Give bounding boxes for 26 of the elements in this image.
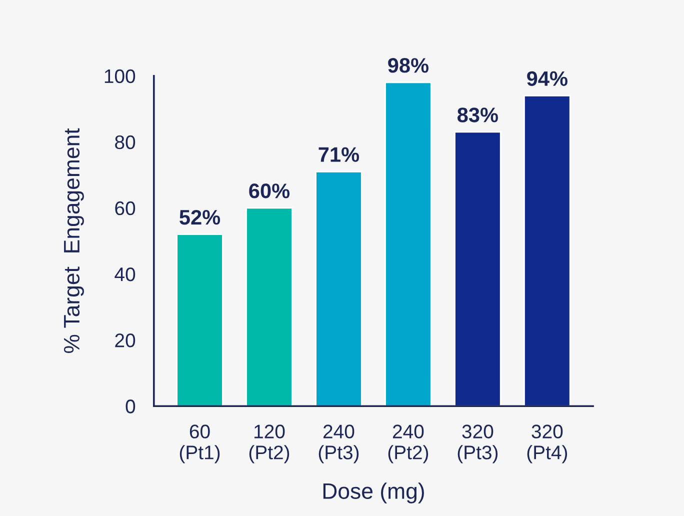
y-tick-label: 80 (115, 135, 136, 150)
bar (315, 170, 362, 406)
data-label: 60% (249, 184, 290, 198)
bar (246, 207, 293, 406)
data-label: 94% (527, 71, 568, 86)
data-label: 98% (388, 58, 429, 73)
y-tick-label: 0 (126, 400, 136, 414)
bar (454, 131, 502, 406)
x-tick-label: 240 (Pt3) (318, 424, 359, 464)
data-label: 52% (180, 210, 220, 225)
y-tick-label: 20 (115, 334, 136, 348)
x-tick-label: 60 (Pt1) (180, 424, 220, 464)
data-label: 83% (458, 108, 498, 122)
x-tick-label: 320 (Pt4) (527, 424, 568, 464)
x-tick-label: 320 (Pt3) (458, 424, 498, 464)
y-tick-label: 40 (114, 267, 136, 282)
bar (176, 234, 224, 406)
y-tick-label: 60 (115, 201, 136, 216)
data-label: 71% (318, 147, 360, 162)
bar (384, 82, 432, 406)
x-tick-label: 120 (Pt2) (249, 424, 290, 464)
bar (524, 94, 571, 406)
y-axis-title: % Target Engagement (64, 128, 84, 354)
x-tick-label: 240 (Pt2) (388, 424, 428, 464)
y-tick-label: 100 (104, 69, 136, 84)
x-axis-title: Dose (mg) (323, 482, 424, 504)
